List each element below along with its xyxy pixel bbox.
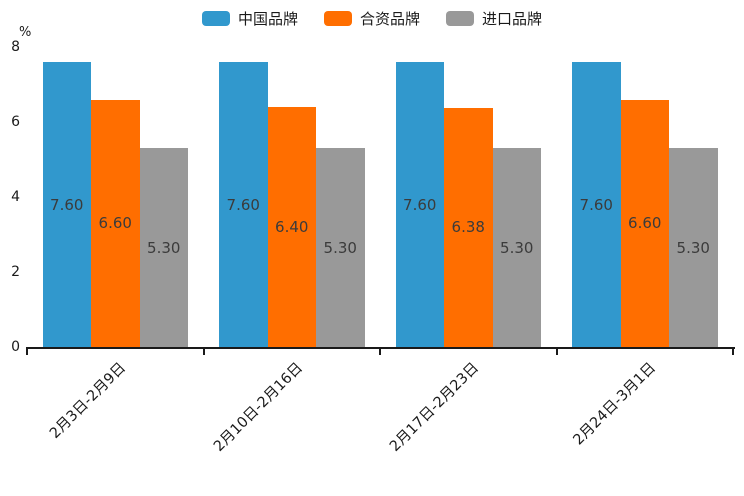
bar-中国品牌-2[interactable] [395, 62, 444, 347]
x-category-label-1: 2月10日-2月16日 [210, 359, 306, 456]
legend: 中国品牌 合资品牌 进口品牌 [0, 8, 744, 29]
y-tick-label: 2 [11, 264, 20, 280]
bar-中国品牌-1[interactable] [219, 62, 268, 347]
y-tick-label: 0 [11, 339, 20, 355]
x-axis-tick [202, 347, 205, 355]
bar-value-label: 6.38 [451, 218, 485, 237]
bar-中国品牌-0[interactable] [42, 62, 91, 347]
bar-value-label: 5.30 [323, 238, 357, 257]
bar-进口品牌-3[interactable] [669, 148, 718, 347]
bar-进口品牌-2[interactable] [492, 148, 541, 347]
bar-value-label: 7.60 [579, 195, 613, 214]
bar-进口品牌-0[interactable] [139, 148, 188, 347]
x-axis-tick [732, 347, 734, 355]
legend-marker-icon [323, 11, 352, 26]
bar-value-label: 6.40 [275, 218, 309, 236]
bar-value-label: 7.60 [50, 195, 84, 214]
x-axis-tick [555, 347, 558, 355]
x-axis-tick [379, 347, 381, 355]
y-tick-label: 4 [11, 189, 20, 205]
bar-合资品牌-2[interactable] [444, 107, 493, 347]
x-category-label-2: 2月17日-2月23日 [387, 359, 483, 456]
legend-marker-icon [446, 11, 474, 26]
legend-label: 进口品牌 [482, 10, 543, 28]
x-axis-tick [26, 347, 28, 355]
bar-value-label: 7.60 [403, 195, 437, 214]
x-category-label-3: 2月24日-3月1日 [570, 359, 659, 449]
bar-合资品牌-1[interactable] [267, 107, 316, 347]
legend-item-1[interactable]: 合资品牌 [323, 8, 420, 29]
x-category-label-0: 2月3日-2月9日 [47, 359, 130, 442]
y-axis-unit-label: % [19, 25, 32, 40]
bar-value-label: 6.60 [98, 214, 132, 233]
bar-合资品牌-0[interactable] [91, 99, 140, 347]
legend-item-2[interactable]: 进口品牌 [446, 8, 542, 29]
x-axis-line [27, 347, 735, 349]
legend-label: 合资品牌 [359, 10, 420, 28]
legend-marker-icon [201, 11, 230, 26]
bar-合资品牌-3[interactable] [620, 99, 669, 347]
y-tick-label: 8 [11, 39, 20, 55]
bar-进口品牌-1[interactable] [316, 148, 365, 347]
bar-value-label: 5.30 [676, 238, 710, 257]
y-tick-label: 6 [11, 114, 20, 130]
bar-value-label: 5.30 [147, 238, 181, 257]
bar-value-label: 6.60 [628, 214, 662, 233]
legend-item-0[interactable]: 中国品牌 [201, 8, 298, 29]
legend-label: 中国品牌 [237, 10, 298, 28]
bar-value-label: 5.30 [500, 238, 534, 257]
bar-中国品牌-3[interactable] [572, 62, 621, 347]
bar-value-label: 7.60 [226, 195, 260, 214]
